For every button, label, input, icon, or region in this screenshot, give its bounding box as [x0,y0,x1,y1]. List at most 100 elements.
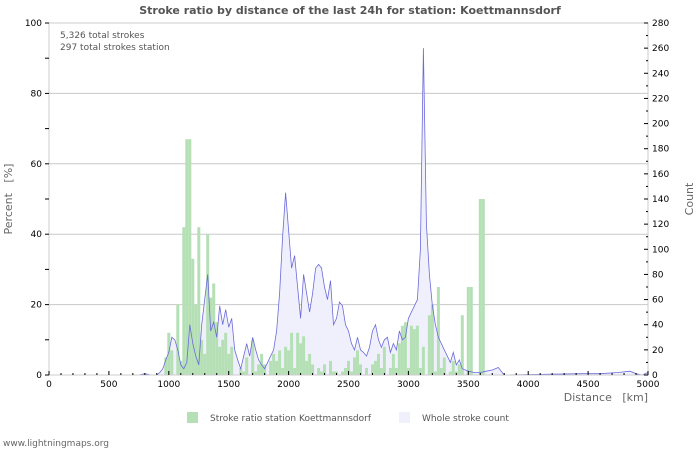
y-right-tick-label: 100 [652,245,669,255]
ratio-bar [397,343,401,375]
ratio-bar [299,343,303,375]
ratio-bar [167,332,171,375]
ratio-bar [170,350,174,375]
y-right-tick-label: 220 [652,94,669,104]
total-strokes-text: 5,326 total strokes [60,31,145,41]
ratio-bar [293,368,297,375]
ratio-bar [206,234,210,375]
ratio-bar [457,364,461,375]
ratio-bar [218,346,222,375]
x-axis: 0 500 1000 1500 2000 2500 3000 3500 4000 4500 5000 [46,371,660,390]
ratio-bar [308,353,312,375]
y-right-tick-label: 60 [652,296,664,306]
ratio-bar [221,339,225,375]
ratio-bar [448,371,452,375]
ratio-bar [409,325,413,375]
ratio-bar [469,287,473,375]
ratio-bar [227,353,231,375]
ratio-bar [200,339,204,375]
y-left-tick-label: 100 [25,19,42,29]
ratio-bar [412,329,416,375]
whole-stroke-count-line [138,48,649,376]
ratio-bar [350,371,353,375]
ratio-bar [257,364,261,375]
ratio-bar [442,357,446,375]
ratio-bar [374,360,377,375]
y-right-tick-label: 0 [652,371,658,381]
ratio-bar [164,357,168,375]
ratio-bar [203,353,207,375]
legend-swatch-lavender [399,412,410,423]
ratio-bar [230,346,234,375]
ratio-bar [224,332,228,375]
x-tick-label: 3500 [457,380,480,390]
ratio-bar [245,357,249,375]
y-right-tick-label: 180 [652,145,669,155]
ratio-bar [182,227,186,375]
ratio-bar [427,315,431,375]
ratio-bar [281,368,285,375]
legend-label-stroke-ratio: Stroke ratio station Koettmannsdorf [210,414,372,424]
ratio-bar [418,368,422,375]
y-right-tick-label: 80 [652,270,664,280]
ratio-bar [242,371,246,375]
ratio-bar [415,325,419,375]
ratio-bar [254,371,258,375]
ratio-bar [296,332,300,375]
ratio-bar [466,287,470,375]
ratio-bar [344,368,347,375]
ratio-bar [347,360,350,375]
y-left-tick-label: 20 [31,301,43,311]
ratio-bar [188,139,192,375]
x-tick-label: 5000 [637,380,660,390]
y-axis-left-label: Percent [%] [2,164,15,235]
ratio-bar [365,368,368,375]
ratio-bar [302,336,306,375]
plot-area [48,22,649,376]
y-right-tick-label: 140 [652,195,669,205]
footer-source: www.lightningmaps.org [3,439,109,449]
info-box: 5,326 total strokes 297 total strokes st… [60,31,170,53]
y-right-tick-label: 260 [652,44,669,54]
ratio-bar [433,371,437,375]
y-right-tick-label: 160 [652,170,669,180]
ratio-bar [421,346,425,375]
ratio-bar [403,322,407,375]
x-tick-label: 2000 [277,380,300,390]
ratio-bar [377,353,380,375]
y-left-tick-label: 0 [36,371,42,381]
ratio-bar [341,371,344,375]
ratio-bar [287,350,291,375]
y-right-tick-label: 200 [652,120,669,130]
ratio-bar [478,199,482,375]
ratio-bar [275,360,279,375]
ratio-bar [430,304,434,375]
legend-label-whole-count: Whole stroke count [422,414,509,424]
gridlines [49,92,648,306]
ratio-bar [332,371,335,375]
ratio-bar [311,364,315,375]
x-tick-label: 1000 [157,380,180,390]
y-axis-right-label: Count [683,182,696,215]
ratio-bar [460,315,464,375]
ratio-bar [185,139,189,375]
ratio-bar [194,304,198,375]
ratio-bar [269,360,273,375]
legend: Stroke ratio station Koettmannsdorf Whol… [187,412,509,424]
y-right-tick-label: 20 [652,346,664,356]
x-tick-label: 3000 [397,380,420,390]
ratio-bar [176,304,180,375]
x-axis-label: Distance [km] [564,391,648,404]
ratio-bar [436,287,440,375]
ratio-bar [481,199,485,375]
chart-title: Stroke ratio by distance of the last 24h… [139,4,561,17]
ratio-bar [209,297,213,375]
x-tick-label: 4500 [577,380,600,390]
ratio-bar [263,364,267,375]
count-line [138,48,649,376]
ratio-bar [379,368,383,375]
y-right-tick-label: 40 [652,321,664,331]
y-axis-right: 0 20 40 60 80 100 120 140 160 180 200 220 240 260 280 [644,19,669,381]
y-left-tick-label: 60 [31,160,43,170]
